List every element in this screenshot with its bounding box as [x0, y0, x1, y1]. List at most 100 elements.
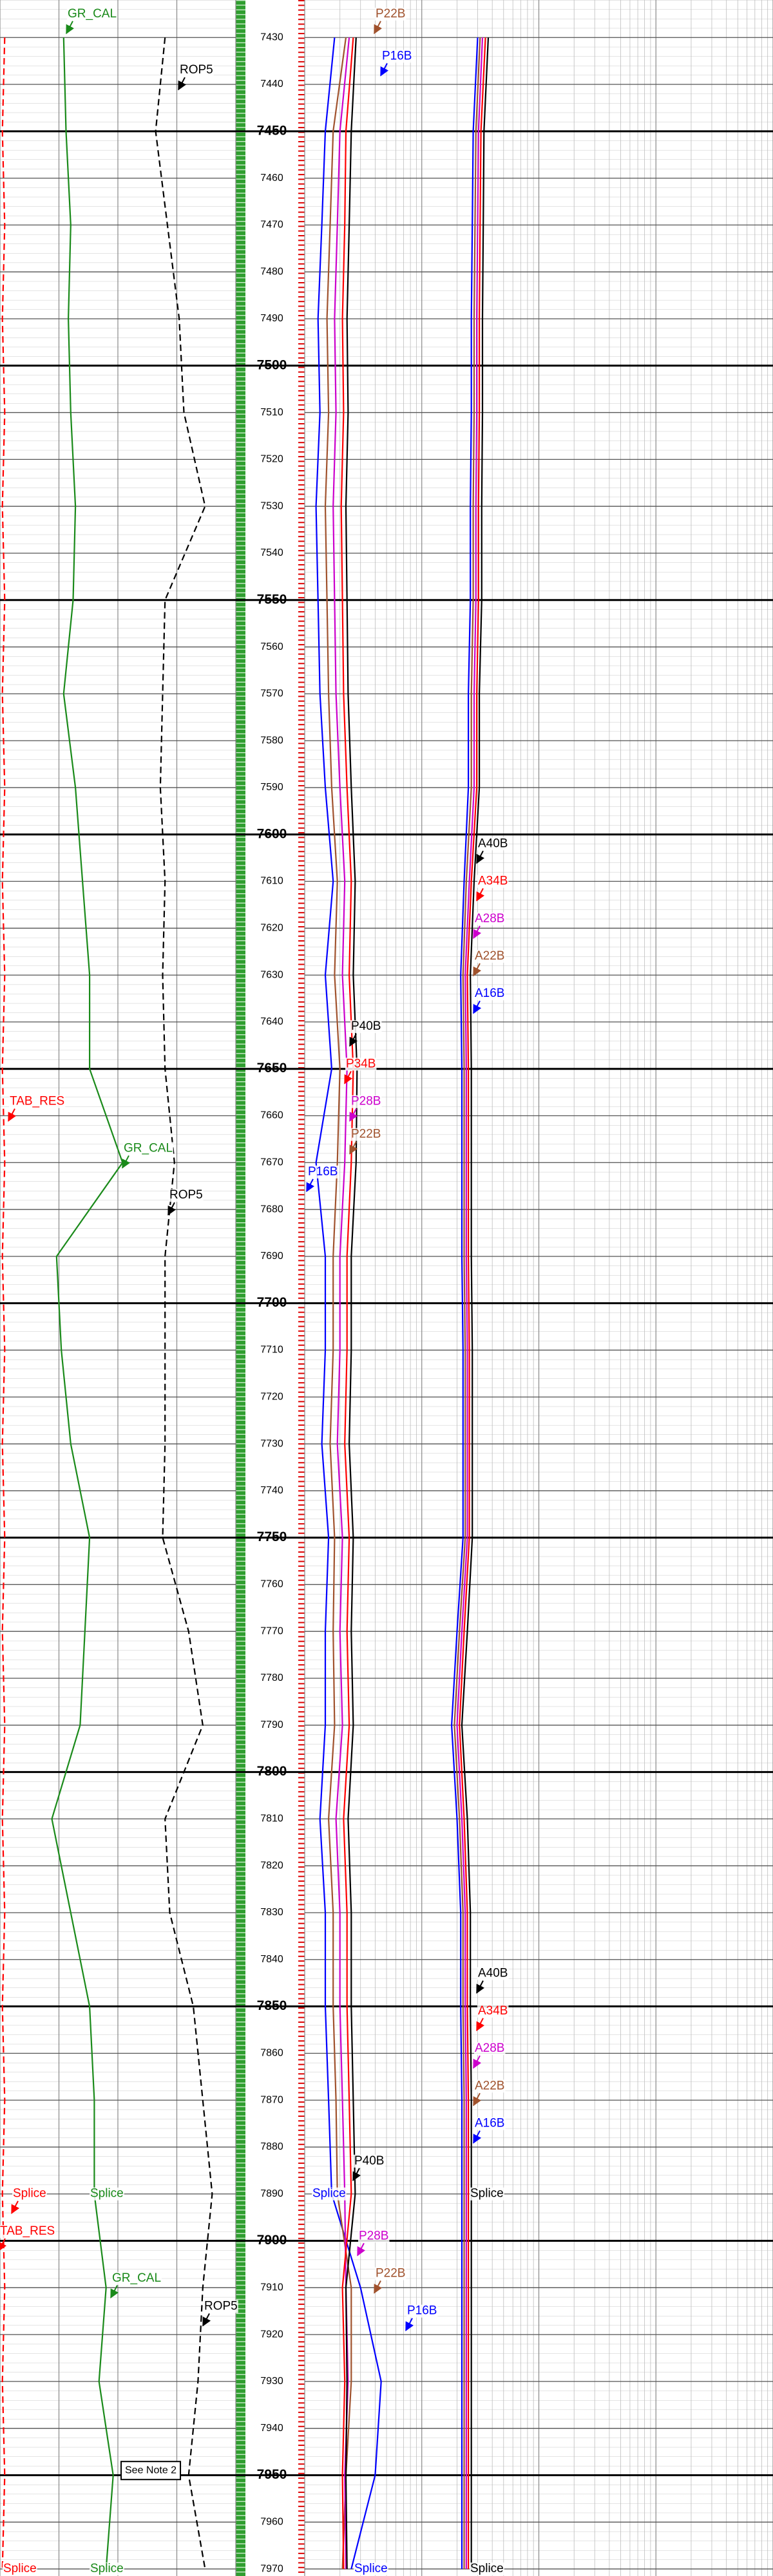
curve-label: ROP5: [169, 1188, 203, 1202]
curve-label: Splice: [90, 2562, 124, 2575]
curve-label: TAB_RES: [10, 1095, 64, 1108]
curve-label: GR_CAL: [68, 7, 117, 21]
curve-label: A34B: [478, 875, 508, 888]
label-background: [350, 1128, 382, 1141]
label-background: [3, 2562, 37, 2576]
depth-label: 7730: [260, 1438, 283, 1449]
depth-label: 7670: [260, 1157, 283, 1168]
log-curve: [315, 37, 382, 2570]
log-curve: [345, 37, 358, 2570]
label-arrow: [380, 62, 389, 77]
depth-label: 7820: [260, 1860, 283, 1871]
label-background: [350, 1020, 382, 1034]
label-arrow: [476, 2018, 485, 2032]
depth-label: 7940: [260, 2423, 283, 2434]
log-curve: [340, 37, 354, 2570]
depth-label: 7540: [260, 547, 283, 558]
depth-label: 7520: [260, 454, 283, 465]
depth-label: 7650: [257, 1061, 287, 1075]
curve-label: P28B: [351, 1095, 381, 1108]
depth-label: 7880: [260, 2141, 283, 2152]
curve-label: P22B: [376, 7, 405, 21]
label-arrow: [473, 2092, 482, 2107]
label-background: [477, 2004, 509, 2018]
label-arrow: [122, 1155, 131, 1169]
log-curve: [51, 37, 124, 2570]
depth-label: 7570: [260, 688, 283, 699]
curve-label: A40B: [478, 1967, 508, 1980]
label-arrow: [476, 888, 485, 902]
depth-label: 7430: [260, 32, 283, 43]
depth-label: 7910: [260, 2282, 283, 2293]
depth-label: 7530: [260, 500, 283, 511]
label-background: [307, 1165, 339, 1179]
depth-label: 7860: [260, 2048, 283, 2059]
label-background: [474, 987, 506, 1001]
label-arrow: [374, 2280, 383, 2294]
curve-label: P16B: [382, 49, 412, 62]
curve-label: Splice: [470, 2562, 504, 2575]
label-background: [0, 2224, 56, 2238]
label-background: [169, 1189, 204, 1202]
label-background: [354, 2562, 388, 2576]
curve-label: GR_CAL: [112, 2271, 161, 2285]
label-background: [474, 912, 506, 925]
depth-tick-bar: [298, 0, 305, 2576]
label-arrow: [167, 1202, 177, 1216]
label-background: [477, 837, 509, 851]
label-background: [179, 64, 214, 77]
label-arrow: [374, 21, 383, 35]
curve-label: TAB_RES: [0, 2224, 55, 2238]
label-arrow: [66, 21, 75, 35]
label-background: [470, 2562, 504, 2576]
depth-label: 7750: [257, 1530, 287, 1544]
depth-label: 7600: [257, 826, 287, 841]
label-arrow: [0, 2238, 7, 2252]
label-arrow: [473, 963, 482, 977]
label-arrow: [352, 2168, 361, 2182]
depth-label: 7760: [260, 1579, 283, 1590]
depth-label: 7930: [260, 2376, 283, 2387]
curve-label: A22B: [475, 2079, 504, 2092]
curve-label: A28B: [475, 912, 504, 925]
curve-label: P40B: [354, 2154, 384, 2168]
label-background: [474, 2079, 506, 2093]
curve-label: A16B: [475, 2117, 504, 2130]
depth-label: 7870: [260, 2094, 283, 2105]
label-arrow: [110, 2285, 119, 2299]
depth-label: 7840: [260, 1954, 283, 1965]
curve-label: Splice: [90, 2187, 124, 2201]
depth-label: 7560: [260, 641, 283, 652]
depth-label: 7720: [260, 1391, 283, 1402]
curve-label: P28B: [359, 2229, 388, 2242]
curve-label: P34B: [346, 1057, 376, 1070]
label-background: [474, 2117, 506, 2130]
depth-label: 7440: [260, 79, 283, 90]
label-arrow: [178, 77, 187, 91]
label-arrow: [344, 1070, 353, 1084]
label-arrow: [473, 925, 482, 939]
depth-label: 7470: [260, 220, 283, 231]
label-background: [358, 2230, 390, 2243]
label-background: [381, 50, 413, 63]
depth-label: 7610: [260, 876, 283, 887]
curve-label: GR_CAL: [124, 1141, 173, 1155]
depth-label: 7500: [257, 357, 287, 372]
label-arrow: [473, 1000, 482, 1014]
curve-label: Splice: [3, 2562, 37, 2575]
log-curve: [324, 37, 352, 2570]
curve-label: P40B: [351, 1019, 381, 1033]
label-background: [474, 949, 506, 963]
label-background: [474, 2042, 506, 2056]
label-background: [312, 2187, 347, 2201]
label-arrow: [11, 2201, 20, 2214]
depth-label: 7660: [260, 1110, 283, 1121]
label-arrow: [405, 2318, 414, 2331]
label-background: [111, 2271, 162, 2285]
log-curve: [456, 37, 484, 2570]
curve-label: Splice: [354, 2562, 388, 2575]
depth-label: 7680: [260, 1204, 283, 1215]
log-curve: [332, 37, 350, 2570]
label-arrow: [476, 850, 485, 864]
